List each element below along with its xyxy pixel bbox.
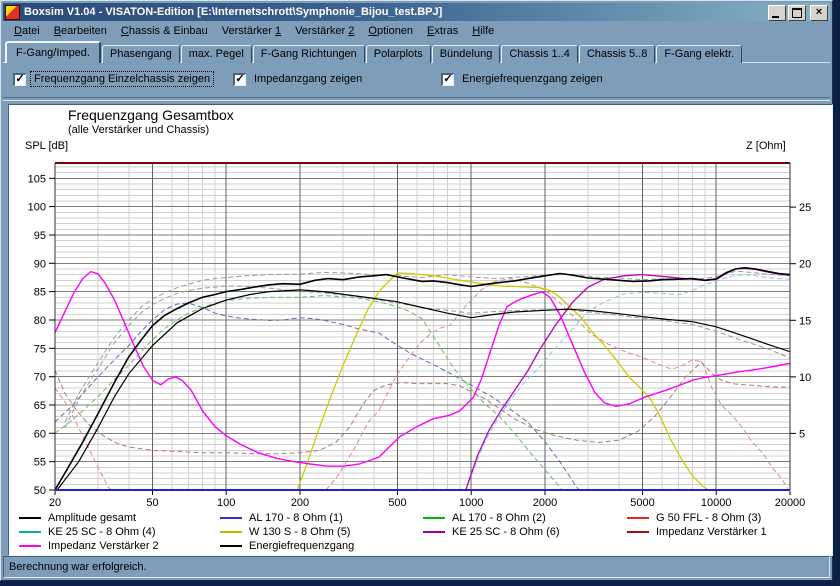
minimize-button[interactable]	[768, 5, 786, 21]
legend-label: G 50 FFL - 8 Ohm (3)	[656, 512, 762, 524]
boxsim-app-icon	[5, 4, 20, 20]
maximize-button[interactable]	[788, 5, 806, 21]
tab-f-gang-richtungen[interactable]: F-Gang Richtungen	[252, 45, 365, 63]
legend-line-swatch	[220, 531, 242, 533]
legend-label: Impedanz Verstärker 2	[48, 540, 159, 552]
legend-label: AL 170 - 8 Ohm (1)	[249, 512, 343, 524]
tab-chassis-5-8[interactable]: Chassis 5..8	[578, 45, 656, 63]
status-text: Berechnung war erfolgreich.	[9, 561, 147, 573]
tab-polarplots[interactable]: Polarplots	[365, 45, 431, 63]
checkbox-group-2: ✓ Energiefrequenzgang zeigen	[441, 72, 606, 86]
legend-item: Energiefrequenzgang	[220, 540, 354, 552]
tab-f-gang-imped-[interactable]: F-Gang/Imped.	[5, 41, 101, 63]
legend-item: Impedanz Verstärker 1	[627, 526, 767, 538]
checkbox-1[interactable]: ✓	[233, 72, 246, 86]
legend-line-swatch	[220, 517, 242, 519]
checkbox-label-1[interactable]: Impedanzgang zeigen	[254, 73, 363, 85]
menu-item-verst-rker-1[interactable]: Verstärker 1	[221, 25, 282, 37]
tab-strip: F-Gang/Imped. Phasengang max. Pegel F-Gang …	[3, 41, 830, 63]
chart-title: Frequenzgang Gesamtbox	[68, 107, 234, 123]
legend-line-swatch	[627, 517, 649, 519]
menu-item-chassis-einbau[interactable]: Chassis & Einbau	[120, 25, 208, 37]
chart-subtitle: (alle Verstärker und Chassis)	[68, 124, 210, 136]
legend-label: Impedanz Verstärker 1	[656, 526, 767, 538]
z-axis-label: Z [Ohm]	[746, 140, 786, 152]
legend-line-swatch	[220, 545, 242, 547]
separator	[3, 97, 830, 101]
close-icon: ×	[815, 6, 823, 18]
legend-label: KE 25 SC - 8 Ohm (4)	[48, 526, 156, 538]
maximize-icon	[792, 8, 802, 18]
legend-label: KE 25 SC - 8 Ohm (6)	[452, 526, 560, 538]
legend-label: Energiefrequenzgang	[249, 540, 355, 552]
status-bar: Berechnung war erfolgreich.	[3, 556, 830, 578]
checkbox-group-1: ✓ Impedanzgang zeigen	[233, 72, 433, 86]
legend-item: KE 25 SC - 8 Ohm (4)	[19, 526, 156, 538]
window-title: Boxsim V1.04 - VISATON-Edition [E:\Inter…	[24, 6, 443, 18]
checkbox-group-0: ✓ Frequenzgang Einzelchassis zeigen	[13, 71, 225, 87]
checkbox-label-2[interactable]: Energiefrequenzgang zeigen	[462, 73, 603, 85]
legend-item: Impedanz Verstärker 2	[19, 540, 159, 552]
menu-bar: Datei Bearbeiten Chassis & Einbau Verstärke…	[3, 21, 830, 41]
menu-item-bearbeiten[interactable]: Bearbeiten	[53, 25, 107, 37]
menu-item-hilfe[interactable]: Hilfe	[472, 25, 495, 37]
menu-item-extras[interactable]: Extras	[427, 25, 459, 37]
minimize-icon	[772, 16, 779, 18]
close-button[interactable]: ×	[810, 5, 828, 21]
tab-f-gang-elektr-[interactable]: F-Gang elektr.	[656, 45, 743, 63]
legend-label: W 130 S - 8 Ohm (5)	[249, 526, 351, 538]
legend-item: KE 25 SC - 8 Ohm (6)	[423, 526, 560, 538]
legend-line-swatch	[423, 531, 445, 533]
checkbox-toolbar: ✓ Frequenzgang Einzelchassis zeigen ✓ Imped…	[3, 63, 830, 95]
tab-chassis-1-4[interactable]: Chassis 1..4	[501, 45, 578, 63]
checkbox-2[interactable]: ✓	[441, 72, 454, 86]
legend-item: G 50 FFL - 8 Ohm (3)	[627, 512, 761, 524]
chart-panel	[8, 104, 833, 556]
tab-b-ndelung[interactable]: Bündelung	[431, 45, 501, 63]
menu-item-verst-rker-2[interactable]: Verstärker 2	[295, 25, 355, 37]
legend-item: Amplitude gesamt	[19, 512, 136, 524]
menu-item-optionen[interactable]: Optionen	[368, 25, 414, 37]
checkbox-0[interactable]: ✓	[13, 72, 26, 86]
legend-item: W 130 S - 8 Ohm (5)	[220, 526, 350, 538]
legend-line-swatch	[19, 517, 41, 519]
window-controls: ×	[768, 5, 828, 21]
legend-label: AL 170 - 8 Ohm (2)	[452, 512, 546, 524]
legend-line-swatch	[423, 517, 445, 519]
legend-line-swatch	[19, 531, 41, 533]
menu-item-datei[interactable]: Datei	[14, 25, 40, 37]
legend-line-swatch	[627, 531, 649, 533]
legend-item: AL 170 - 8 Ohm (2)	[423, 512, 546, 524]
spl-axis-label: SPL [dB]	[25, 140, 69, 152]
legend-item: AL 170 - 8 Ohm (1)	[220, 512, 343, 524]
title-bar[interactable]: Boxsim V1.04 - VISATON-Edition [E:\Inter…	[3, 3, 830, 21]
tab-max-pegel[interactable]: max. Pegel	[180, 45, 252, 63]
legend-line-swatch	[19, 545, 41, 547]
legend-label: Amplitude gesamt	[48, 512, 137, 524]
tab-phasengang[interactable]: Phasengang	[101, 45, 180, 63]
checkbox-label-0[interactable]: Frequenzgang Einzelchassis zeigen	[29, 71, 215, 87]
